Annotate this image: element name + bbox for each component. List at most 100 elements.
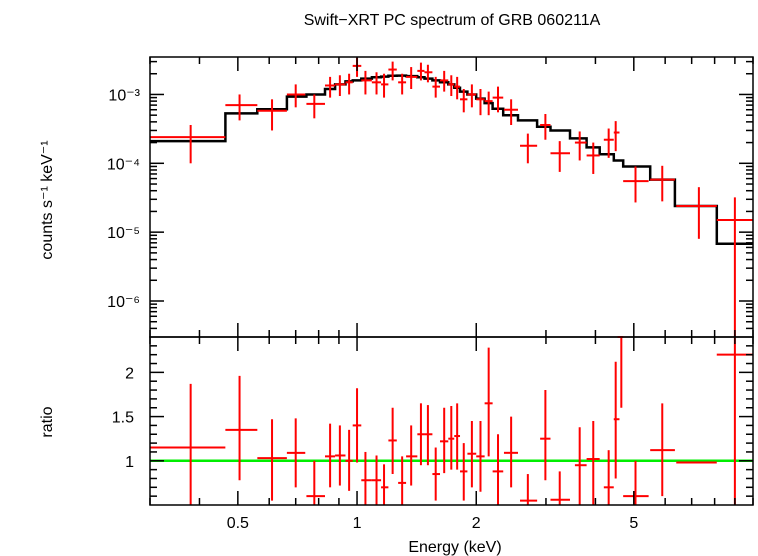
data-point xyxy=(650,165,675,202)
x-axis-label: Energy (keV) xyxy=(408,539,501,556)
ratio-point xyxy=(484,347,493,457)
data-point xyxy=(257,99,287,131)
ratio-point xyxy=(520,474,538,505)
data-point xyxy=(550,141,570,172)
data-point xyxy=(345,73,353,95)
chart-title: Swift−XRT PC spectrum of GRB 060211A xyxy=(304,12,601,29)
bottom-y-tick-label: 1.5 xyxy=(112,410,134,427)
data-point xyxy=(388,61,397,81)
data-point xyxy=(623,166,649,203)
data-point xyxy=(150,125,226,164)
data-point xyxy=(460,89,468,113)
ratio-point xyxy=(388,407,397,475)
top-y-tick-label: 10⁻⁴ xyxy=(107,156,140,173)
ratio-points-group xyxy=(150,336,753,505)
ratio-point xyxy=(225,375,258,481)
ratio-point xyxy=(503,416,519,488)
ratio-point xyxy=(623,460,649,505)
ratio-point xyxy=(398,456,407,505)
x-tick-label: 2 xyxy=(472,515,481,532)
ratio-point xyxy=(650,403,675,497)
ratio-point xyxy=(432,447,440,501)
bottom-y-tick-label: 2 xyxy=(125,365,134,382)
ratio-point xyxy=(603,450,614,505)
ratio-point xyxy=(335,425,346,486)
data-point xyxy=(448,75,455,96)
x-tick-labels: 0.5 1 2 5 xyxy=(227,515,639,532)
data-points-group xyxy=(150,57,753,337)
data-point xyxy=(398,73,407,95)
ratio-point xyxy=(540,390,551,481)
ratio-point xyxy=(617,336,624,408)
ratio-point xyxy=(492,434,504,505)
ratio-point xyxy=(550,471,570,505)
data-point xyxy=(361,70,372,95)
ratio-point xyxy=(381,464,389,505)
ratio-point xyxy=(448,405,455,470)
top-panel-ticks xyxy=(149,57,754,337)
ratio-point xyxy=(257,419,287,501)
data-point xyxy=(454,76,461,100)
ratio-point xyxy=(716,337,753,505)
ratio-panel-frame xyxy=(149,336,754,506)
x-tick-label: 5 xyxy=(629,515,638,532)
ratio-point xyxy=(439,407,449,474)
ratio-panel: 11.52 0.5 1 2 5 xyxy=(112,336,754,532)
top-y-tick-label: 10⁻⁶ xyxy=(107,294,140,311)
ratio-point xyxy=(371,455,382,505)
ratio-point xyxy=(424,405,433,466)
ratio-point xyxy=(150,383,226,505)
ratio-point xyxy=(345,429,353,491)
ratio-point xyxy=(286,418,306,488)
bottom-y-axis-label: ratio xyxy=(39,406,56,437)
data-point xyxy=(716,197,753,337)
ratio-point xyxy=(613,361,620,479)
data-point xyxy=(381,73,389,98)
ratio-point xyxy=(574,427,587,505)
data-point xyxy=(520,133,538,164)
ratio-point xyxy=(352,388,362,463)
data-point xyxy=(406,67,418,90)
ratio-point xyxy=(586,421,600,505)
x-tick-label: 0.5 xyxy=(227,515,249,532)
data-point xyxy=(306,94,325,119)
spectrum-panel: 10⁻³ 10⁻⁴ 10⁻⁵ 10⁻⁶ xyxy=(107,56,754,338)
top-y-axis-label: counts s⁻¹ keV⁻¹ xyxy=(39,140,56,259)
top-y-tick-label: 10⁻⁵ xyxy=(107,225,140,242)
data-point xyxy=(586,142,600,174)
top-y-tick-labels: 10⁻³ 10⁻⁴ 10⁻⁵ 10⁻⁶ xyxy=(107,87,141,311)
bottom-y-tick-labels: 11.52 xyxy=(112,365,134,470)
data-point xyxy=(424,64,433,83)
ratio-point xyxy=(460,443,468,501)
data-point xyxy=(603,128,614,158)
data-point xyxy=(417,62,425,81)
data-point xyxy=(540,114,551,140)
ratio-point xyxy=(417,403,425,466)
data-point xyxy=(476,89,485,116)
data-point xyxy=(432,76,440,98)
ratio-point xyxy=(406,425,418,486)
ratio-point xyxy=(467,421,477,488)
ratio-point xyxy=(306,460,325,505)
data-point xyxy=(286,84,306,108)
data-point xyxy=(225,94,258,121)
data-point xyxy=(492,86,504,113)
data-point xyxy=(324,76,336,98)
data-point xyxy=(676,187,717,239)
data-point xyxy=(439,70,449,92)
data-point xyxy=(484,91,493,116)
data-point xyxy=(467,84,477,108)
data-point xyxy=(371,72,382,95)
ratio-point xyxy=(476,421,485,492)
bottom-y-tick-label: 1 xyxy=(125,454,134,471)
data-point xyxy=(613,121,620,152)
top-y-tick-label: 10⁻³ xyxy=(108,87,140,104)
bottom-panel-ticks xyxy=(149,337,754,505)
ratio-point xyxy=(324,423,336,488)
data-point xyxy=(335,75,346,96)
data-point xyxy=(574,131,587,161)
data-point xyxy=(503,99,519,126)
x-tick-label: 1 xyxy=(353,515,362,532)
ratio-point xyxy=(361,451,372,505)
